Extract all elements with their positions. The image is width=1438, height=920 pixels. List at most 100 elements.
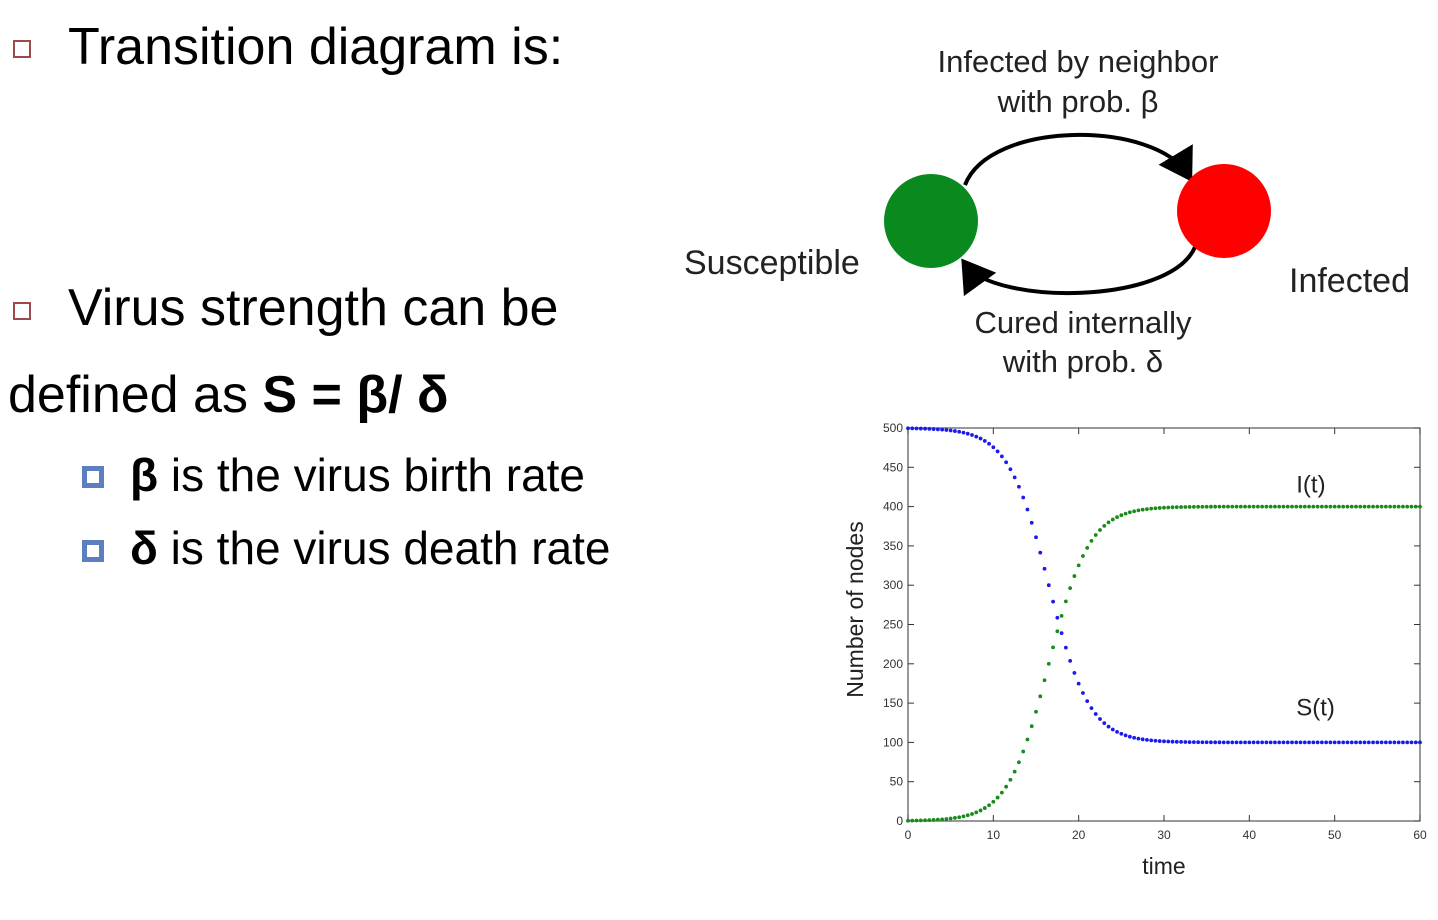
data-point — [1379, 740, 1384, 745]
data-point — [1119, 513, 1124, 518]
data-point — [1012, 769, 1017, 774]
data-point — [940, 817, 945, 822]
data-point — [1089, 706, 1094, 710]
series-label: S(t) — [1296, 694, 1335, 721]
data-point — [965, 813, 970, 818]
sub-bullet-marker — [82, 540, 104, 562]
data-point — [991, 445, 996, 450]
data-point — [1319, 740, 1324, 745]
data-point — [1140, 737, 1145, 742]
cure-label-line1: Cured internally — [974, 305, 1192, 340]
data-point — [1200, 740, 1205, 745]
data-point — [1204, 740, 1209, 745]
data-point — [1354, 504, 1358, 509]
x-tick-label: 60 — [1413, 828, 1427, 842]
data-point — [1191, 504, 1196, 509]
y-tick-label: 400 — [883, 500, 903, 514]
data-point — [1260, 740, 1265, 745]
series-label: I(t) — [1296, 472, 1325, 499]
data-point — [1166, 739, 1171, 744]
data-point — [1136, 508, 1141, 513]
x-tick-label: 0 — [905, 828, 912, 842]
data-point — [1132, 509, 1137, 514]
data-point — [1046, 661, 1051, 666]
data-point — [1277, 740, 1282, 745]
data-point — [999, 454, 1004, 459]
data-point — [906, 818, 910, 823]
data-point — [970, 433, 974, 437]
data-point — [995, 449, 1000, 454]
data-point — [1102, 523, 1107, 528]
data-point — [1021, 495, 1026, 500]
data-point — [1247, 504, 1252, 509]
data-point — [1174, 739, 1179, 744]
data-point — [1106, 520, 1111, 525]
transition-diagram — [884, 133, 1271, 297]
data-point — [1226, 504, 1230, 509]
bullet-transition-diagram: Transition diagram is: — [68, 18, 564, 76]
data-point — [1298, 740, 1303, 745]
data-point — [1025, 737, 1030, 742]
data-point — [987, 441, 991, 446]
infection-arrow — [963, 133, 1193, 186]
data-point — [1068, 586, 1073, 591]
data-point — [1098, 717, 1102, 721]
data-point — [1273, 504, 1277, 509]
data-point — [1332, 740, 1337, 745]
data-point — [1072, 671, 1077, 675]
y-tick-label: 150 — [883, 696, 903, 710]
data-point — [927, 426, 932, 431]
plot-frame — [907, 427, 1421, 822]
data-point — [961, 814, 966, 819]
data-point — [1383, 504, 1388, 509]
data-point — [1085, 699, 1090, 704]
data-point — [1179, 740, 1183, 744]
data-point — [1332, 504, 1337, 509]
data-point — [1145, 507, 1149, 511]
data-point — [1255, 504, 1260, 509]
data-point — [1217, 504, 1222, 509]
data-point — [1174, 505, 1179, 510]
data-point — [995, 795, 1000, 800]
data-point — [1418, 504, 1422, 509]
y-tick-label: 500 — [883, 421, 903, 435]
data-point — [1234, 504, 1239, 509]
data-point — [1345, 504, 1350, 509]
data-point — [1392, 740, 1397, 745]
data-point — [1413, 740, 1418, 745]
data-point — [1110, 727, 1115, 732]
data-point — [1388, 504, 1393, 509]
data-point — [1093, 533, 1098, 537]
data-point — [1119, 731, 1124, 736]
data-point — [1405, 740, 1410, 745]
data-point — [1273, 740, 1277, 745]
bullet-marker — [13, 40, 31, 58]
data-point — [918, 426, 923, 431]
data-point — [1017, 760, 1021, 765]
data-point — [1076, 681, 1081, 686]
data-point — [957, 815, 962, 820]
data-point — [1251, 740, 1256, 745]
data-point — [1345, 740, 1350, 745]
data-point — [974, 810, 979, 815]
data-point — [1221, 740, 1226, 745]
data-point — [1059, 613, 1064, 618]
data-point — [1209, 504, 1213, 509]
data-point — [1234, 740, 1239, 745]
data-point — [1238, 504, 1243, 509]
data-point — [1038, 550, 1043, 555]
x-tick-label: 20 — [1072, 828, 1086, 842]
infected-node — [1177, 164, 1271, 258]
data-point — [1183, 505, 1188, 509]
data-point — [1012, 475, 1017, 480]
data-point — [1042, 566, 1047, 571]
data-point — [914, 818, 919, 823]
data-point — [1302, 504, 1307, 509]
data-point — [1268, 504, 1273, 509]
data-point — [1025, 507, 1030, 512]
data-point — [1281, 740, 1286, 745]
defined-as-text: defined as — [8, 366, 263, 424]
data-point — [1217, 740, 1222, 745]
data-point — [1221, 504, 1226, 509]
susceptible-label: Susceptible — [684, 244, 860, 282]
